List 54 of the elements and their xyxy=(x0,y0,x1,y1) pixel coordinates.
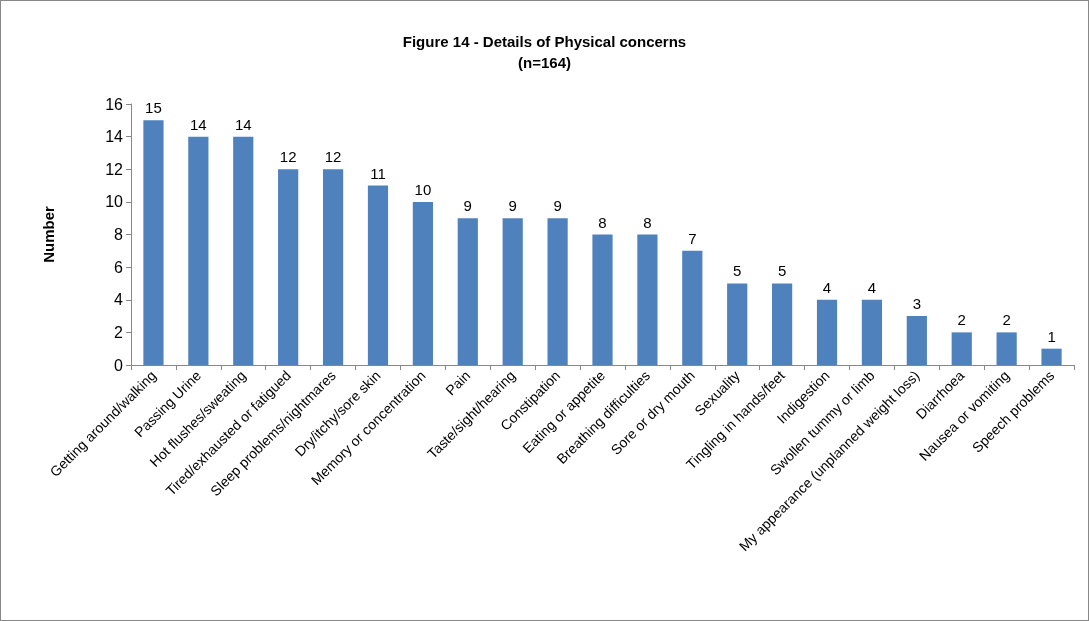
data-label: 4 xyxy=(822,278,832,296)
bar xyxy=(861,299,883,365)
data-label: 9 xyxy=(463,197,472,215)
bar xyxy=(772,283,793,365)
data-label: 15 xyxy=(145,99,162,117)
bar xyxy=(637,234,658,365)
y-tick-label: 0 xyxy=(114,356,124,374)
data-label: 3 xyxy=(912,295,922,313)
data-label: 14 xyxy=(190,115,207,133)
y-tick-label: 14 xyxy=(105,128,124,146)
bar xyxy=(457,218,478,365)
data-label: 10 xyxy=(414,180,432,198)
y-tick-label: 10 xyxy=(105,193,124,211)
data-label: 5 xyxy=(777,262,787,280)
data-label: 2 xyxy=(1002,311,1011,329)
chart-title: Figure 14 - Details of Physical concerns xyxy=(402,33,687,50)
bar xyxy=(502,218,523,365)
y-tick-label: 6 xyxy=(114,258,124,276)
data-label: 11 xyxy=(370,164,386,182)
bar xyxy=(996,332,1017,365)
y-tick-label: 4 xyxy=(114,291,124,309)
bar xyxy=(278,169,299,365)
data-label: 5 xyxy=(733,262,742,280)
bar xyxy=(682,250,703,365)
y-axis-title: Number xyxy=(40,206,57,263)
y-tick-label: 12 xyxy=(105,160,124,178)
bar xyxy=(143,120,164,365)
data-label: 9 xyxy=(553,197,562,215)
data-label: 14 xyxy=(234,115,252,133)
bar xyxy=(727,283,748,365)
bar xyxy=(592,234,613,365)
data-label: 1 xyxy=(1047,327,1056,345)
data-label: 12 xyxy=(324,148,342,166)
data-label: 7 xyxy=(688,229,697,247)
bar xyxy=(188,136,209,365)
bar xyxy=(951,332,972,365)
data-label: 4 xyxy=(867,278,877,296)
data-label: 12 xyxy=(279,148,297,166)
data-label: 8 xyxy=(598,213,607,231)
y-tick-label: 2 xyxy=(114,323,124,341)
data-label: 2 xyxy=(957,311,966,329)
bar xyxy=(906,316,927,365)
bar xyxy=(412,201,433,365)
bar xyxy=(322,169,344,365)
chart-subtitle: (n=164) xyxy=(518,54,571,71)
y-tick-label: 16 xyxy=(105,95,124,113)
data-label: 8 xyxy=(643,213,652,231)
bar xyxy=(816,299,838,365)
bar xyxy=(547,218,568,365)
bar xyxy=(233,136,254,365)
y-tick-label: 8 xyxy=(114,226,124,243)
data-label: 9 xyxy=(508,197,517,215)
bar xyxy=(367,185,389,365)
bar xyxy=(1041,348,1062,365)
